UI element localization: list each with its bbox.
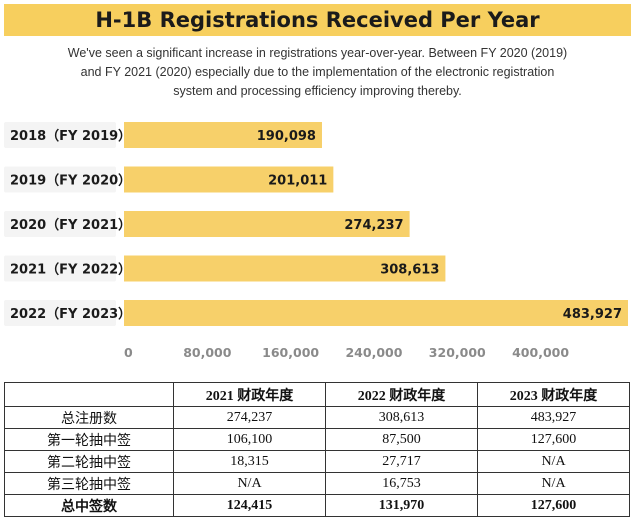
category-label: 2021（FY 2022） xyxy=(10,262,131,278)
category-label-bg xyxy=(4,255,116,282)
table-cell: 308,613 xyxy=(325,406,478,429)
x-tick-label: 160,000 xyxy=(262,345,319,360)
bar xyxy=(124,211,410,237)
chart-title: H-1B Registrations Received Per Year xyxy=(95,8,540,32)
lottery-table-container: 2021 财政年度 2022 财政年度 2023 财政年度 总注册数 274,2… xyxy=(4,382,630,517)
table-cell: N/A xyxy=(477,450,630,473)
x-tick-label: 80,000 xyxy=(183,345,232,360)
bar xyxy=(124,255,446,282)
table-cell: 483,927 xyxy=(477,406,630,429)
x-tick-label: 400,000 xyxy=(512,345,569,360)
x-tick-label: 0 xyxy=(124,345,133,360)
table-row: 第二轮抽中签 18,315 27,717 N/A xyxy=(4,450,630,473)
table-header-cell: 2021 财政年度 xyxy=(173,382,326,407)
table-cell: 87,500 xyxy=(325,428,478,451)
table-cell: 124,415 xyxy=(173,494,326,517)
table-header-cell: 2022 财政年度 xyxy=(325,382,478,407)
x-tick-label: 320,000 xyxy=(429,345,486,360)
table-cell: 274,237 xyxy=(173,406,326,429)
chart-subtitle: We've seen a significant increase in reg… xyxy=(67,46,568,98)
table-cell: 18,315 xyxy=(173,450,326,473)
table-cell: 27,717 xyxy=(325,450,478,473)
table-cell: 总注册数 xyxy=(4,406,174,429)
table-cell: 第一轮抽中签 xyxy=(4,428,174,451)
table-cell: N/A xyxy=(477,472,630,495)
bar-value-label: 201,011 xyxy=(268,174,327,189)
bar-value-label: 308,613 xyxy=(380,263,439,278)
bar xyxy=(124,122,322,148)
category-label: 2019（FY 2020） xyxy=(10,173,131,189)
category-label-bg xyxy=(4,166,116,193)
table-cell: 127,600 xyxy=(477,494,630,517)
table-header-cell: 2023 财政年度 xyxy=(477,382,630,407)
table-row: 总注册数 274,237 308,613 483,927 xyxy=(4,406,630,429)
table-header-row: 2021 财政年度 2022 财政年度 2023 财政年度 xyxy=(4,382,630,407)
table-cell: 第二轮抽中签 xyxy=(4,450,174,473)
category-label: 2020（FY 2021） xyxy=(10,217,131,233)
table-cell: 总中签数 xyxy=(4,494,174,517)
table-row: 第一轮抽中签 106,100 87,500 127,600 xyxy=(4,428,630,451)
bar-chart: 2018（FY 2019） 190,098 2019（FY 2020） 201,011… xyxy=(4,122,628,360)
bar-value-label: 483,927 xyxy=(563,307,622,322)
table-cell: 16,753 xyxy=(325,472,478,495)
table-cell: N/A xyxy=(173,472,326,495)
table-cell: 131,970 xyxy=(325,494,478,517)
bar-value-label: 190,098 xyxy=(257,129,316,144)
title-banner: H-1B Registrations Received Per Year xyxy=(4,4,631,36)
category-label-bg xyxy=(4,211,116,237)
lottery-table: 2021 财政年度 2022 财政年度 2023 财政年度 总注册数 274,2… xyxy=(4,382,630,517)
category-label-bg xyxy=(4,300,116,326)
category-label: 2018（FY 2019） xyxy=(10,128,131,144)
table-row: 第三轮抽中签 N/A 16,753 N/A xyxy=(4,472,630,495)
bar-value-label: 274,237 xyxy=(344,218,403,233)
table-header-cell xyxy=(4,382,174,407)
table-cell: 第三轮抽中签 xyxy=(4,472,174,495)
table-total-row: 总中签数 124,415 131,970 127,600 xyxy=(4,494,630,517)
table-cell: 106,100 xyxy=(173,428,326,451)
table-cell: 127,600 xyxy=(477,428,630,451)
category-label-bg xyxy=(4,122,116,148)
bar xyxy=(124,166,334,193)
x-tick-label: 240,000 xyxy=(345,345,402,360)
bar xyxy=(124,300,628,326)
category-label: 2022（FY 2023） xyxy=(10,306,131,322)
